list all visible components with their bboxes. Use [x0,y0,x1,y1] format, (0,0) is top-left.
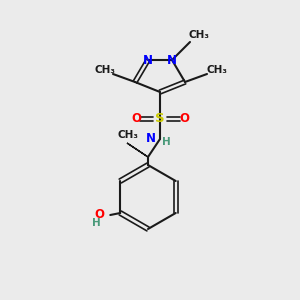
Text: CH₃: CH₃ [188,30,209,40]
Text: H: H [162,137,170,147]
Text: CH₃: CH₃ [206,65,227,75]
Text: N: N [146,133,156,146]
Text: O: O [179,112,189,125]
Polygon shape [127,143,148,157]
Text: CH₃: CH₃ [94,65,116,75]
Text: CH₃: CH₃ [118,130,139,140]
Text: H: H [92,218,101,228]
Text: S: S [155,112,165,125]
Text: O: O [131,112,141,125]
Text: O: O [94,208,104,221]
Text: N: N [143,53,153,67]
Text: N: N [167,53,177,67]
